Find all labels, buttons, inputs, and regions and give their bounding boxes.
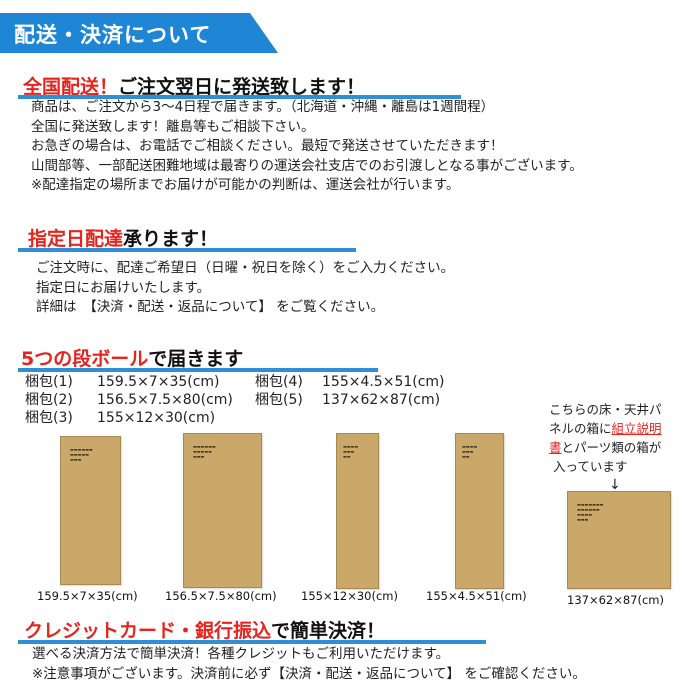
section1-heading-red: 全国配送！ xyxy=(23,76,119,98)
package-box-3: ▬▬▬▬ ▬▬▬ ▬▬ xyxy=(336,433,379,589)
banner-shape xyxy=(0,13,278,53)
package-row: 梱包(2) 156.5×7.5×80(cm) 梱包(5) 137×62×87(c… xyxy=(25,392,485,410)
box-caption: 159.5×7×35(cm) xyxy=(37,589,138,603)
section2-heading-red: 指定日配達 xyxy=(28,228,124,250)
section4-underline xyxy=(18,640,486,644)
section1-line: 山間部等、一部配送困難地域は最寄りの運送会社支店でのお引渡しとなる事がございます… xyxy=(31,157,583,174)
note-highlight: 組立説明 xyxy=(611,421,662,436)
note-line: こちらの床・天井パ xyxy=(549,402,662,417)
package-box-1: ▬▬▬▬▬▬ ▬▬▬▬▬ ▬▬▬ xyxy=(60,436,121,585)
package-box-4: ▬▬▬▬ ▬▬▬ ▬▬ xyxy=(455,433,504,589)
package-box-2: ▬▬▬▬▬▬ ▬▬▬▬▬ ▬▬▬ xyxy=(183,433,262,588)
note-line: 書とパーツ類の箱が xyxy=(549,440,662,455)
section4-heading-black: で簡単決済！ xyxy=(271,620,386,642)
note-highlight: 書 xyxy=(549,440,562,455)
section1-line: お急ぎの場合は、お電話でご相談ください。最短で発送させていただきます！ xyxy=(31,138,504,154)
section2-body: ご注文時に、配達ご希望日（日曜・祝日を除く）をご入力ください。 指定日にお届けい… xyxy=(36,259,454,318)
section2-line: 指定日にお届けいたします。 xyxy=(36,279,211,296)
section4-heading: クレジットカード・銀行振込で簡単決済！ xyxy=(24,616,385,643)
section3-underline xyxy=(18,368,378,372)
package-size: 155×12×30(cm) xyxy=(97,410,216,426)
package-label: 梱包(5) xyxy=(255,392,303,408)
note-line: 入っています xyxy=(553,459,628,474)
package-size: 156.5×7.5×80(cm) xyxy=(97,392,233,408)
package-row: 梱包(3) 155×12×30(cm) xyxy=(25,410,485,428)
section1-line: 全国に発送致します！離島等もご相談下さい。 xyxy=(31,118,315,135)
section4-body: 選べる決済方法で簡単決済！各種クレジットもご利用いただけます。 ※注意事項がござ… xyxy=(32,645,586,684)
package-size-list: 梱包(1) 159.5×7×35(cm) 梱包(4) 155×4.5×51(cm… xyxy=(25,374,485,428)
package-size: 137×62×87(cm) xyxy=(322,392,441,408)
package-size: 159.5×7×35(cm) xyxy=(97,374,220,390)
section1-line: ※配達指定の場所までお届けが可能かの判断は、運送会社が行います。 xyxy=(31,177,460,193)
box-caption: 155×12×30(cm) xyxy=(301,589,398,603)
box-caption: 137×62×87(cm) xyxy=(567,593,664,607)
package-label: 梱包(2) xyxy=(25,392,73,408)
note-line: ネルの箱に組立説明 xyxy=(549,421,662,436)
section3-heading-red: 5つの段ボール xyxy=(21,348,149,370)
package-label: 梱包(3) xyxy=(25,410,73,426)
package-box-5: ▬▬▬▬▬▬▬ ▬▬▬▬▬▬ ▬▬▬▬ ▬▬▬ xyxy=(567,491,671,589)
section1-underline xyxy=(18,95,461,99)
package-size: 155×4.5×51(cm) xyxy=(322,374,445,390)
package-label: 梱包(1) xyxy=(25,374,73,390)
parts-box-note: こちらの床・天井パ ネルの箱に組立説明 書とパーツ類の箱が 入っています ↓ xyxy=(549,400,662,495)
section1-heading: 全国配送！ご注文翌日に発送致します！ xyxy=(23,72,365,99)
section1-body: 商品は、ご注文から3～4日程で届きます。（北海道・沖縄・離島は1週間程） 全国に… xyxy=(31,98,583,196)
box-caption: 155×4.5×51(cm) xyxy=(426,589,527,603)
section1-line: 商品は、ご注文から3～4日程で届きます。（北海道・沖縄・離島は1週間程） xyxy=(31,99,495,115)
section2-underline xyxy=(18,248,356,252)
section-banner: 配送・決済について xyxy=(0,13,278,53)
section3-heading: 5つの段ボールで届きます xyxy=(21,344,243,371)
package-label: 梱包(4) xyxy=(255,374,303,390)
section2-line: ご注文時に、配達ご希望日（日曜・祝日を除く）をご入力ください。 xyxy=(36,260,455,276)
banner-title: 配送・決済について xyxy=(14,23,212,47)
section2-line: 詳細は 【決済・配送・返品について】 をご覧ください。 xyxy=(36,299,385,315)
section2-heading-black: 承ります！ xyxy=(123,228,219,250)
down-arrow-icon: ↓ xyxy=(609,477,621,493)
section2-heading: 指定日配達承ります！ xyxy=(28,224,218,251)
box-caption: 156.5×7.5×80(cm) xyxy=(165,589,277,603)
package-row: 梱包(1) 159.5×7×35(cm) 梱包(4) 155×4.5×51(cm… xyxy=(25,374,485,392)
section4-heading-red: クレジットカード・銀行振込 xyxy=(24,620,272,642)
section4-line: ※注意事項がございます。決済前に必ず【決済・配送・返品について】 をご確認くださ… xyxy=(32,665,586,682)
section4-line: 選べる決済方法で簡単決済！各種クレジットもご利用いただけます。 xyxy=(32,646,450,662)
section3-heading-black: で届きます xyxy=(148,348,244,370)
section1-heading-black: ご注文翌日に発送致します！ xyxy=(118,76,366,98)
